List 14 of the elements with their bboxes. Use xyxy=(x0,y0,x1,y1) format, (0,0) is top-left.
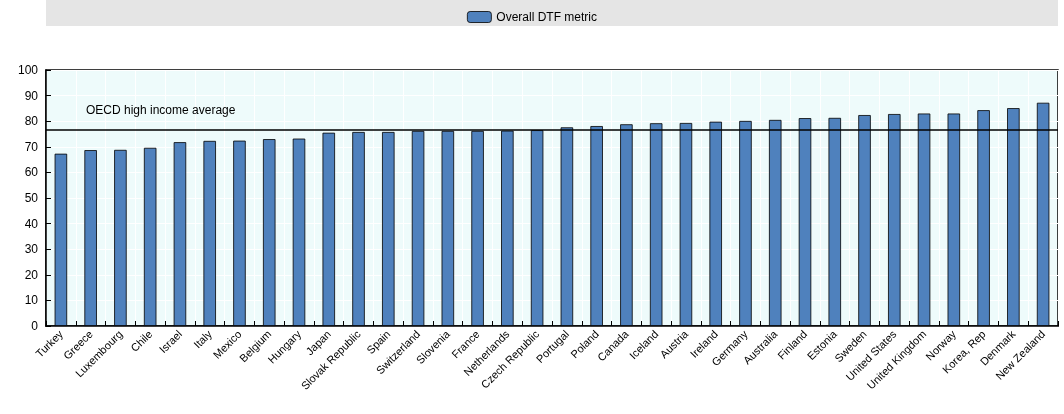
legend-label: Overall DTF metric xyxy=(496,10,598,24)
y-tick-label: 70 xyxy=(24,139,39,154)
ref-line-label: OECD high income average xyxy=(86,102,236,117)
y-tick-label: 80 xyxy=(24,114,39,129)
y-tick-label: 40 xyxy=(24,216,39,231)
y-tick-label: 30 xyxy=(24,242,39,257)
y-tick-label: 50 xyxy=(24,191,39,205)
y-tick-label: 20 xyxy=(24,267,39,282)
x-tick-label: Italy xyxy=(191,327,215,351)
y-tick-label: 90 xyxy=(24,88,39,103)
y-tick-label: 10 xyxy=(24,293,39,308)
y-tick-label: 0 xyxy=(31,319,39,333)
y-tick-label: 60 xyxy=(24,165,39,180)
y-tick-label: 100 xyxy=(17,63,39,77)
